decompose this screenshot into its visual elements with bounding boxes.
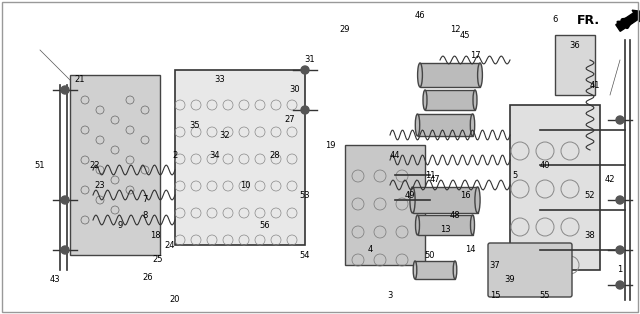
Circle shape [616,196,624,204]
Text: 3: 3 [387,290,393,300]
Circle shape [616,281,624,289]
Text: 23: 23 [95,181,106,190]
Text: 2: 2 [172,150,178,160]
Circle shape [61,246,69,254]
Text: 24: 24 [164,241,175,250]
Text: 21: 21 [75,75,85,84]
Text: 54: 54 [300,251,310,259]
Text: 1: 1 [618,266,623,274]
Bar [417,215,472,235]
FancyBboxPatch shape [488,243,572,297]
Text: 14: 14 [465,246,476,255]
Text: 41: 41 [589,80,600,89]
Text: 19: 19 [324,140,335,149]
Text: 40: 40 [540,160,550,170]
Circle shape [301,106,309,114]
Text: 31: 31 [305,56,316,64]
Text: 6: 6 [552,15,557,24]
Text: 26: 26 [143,273,154,283]
Circle shape [616,116,624,124]
Text: 37: 37 [490,261,500,269]
Text: 51: 51 [35,160,45,170]
Ellipse shape [417,63,422,87]
Text: 9: 9 [117,220,123,230]
Text: 18: 18 [150,230,160,240]
Bar [345,145,425,265]
Text: 8: 8 [142,210,148,219]
Circle shape [301,66,309,74]
Text: 48: 48 [450,210,460,219]
Text: 39: 39 [505,275,515,284]
Bar [420,63,480,87]
Text: 35: 35 [189,121,200,129]
Ellipse shape [413,261,417,279]
Text: 16: 16 [460,191,470,199]
Text: 46: 46 [415,10,426,19]
Text: FR.: FR. [577,14,600,26]
Ellipse shape [477,63,483,87]
Bar [70,75,160,255]
Text: 56: 56 [260,220,270,230]
Ellipse shape [470,114,475,136]
Bar [417,114,472,136]
Text: 13: 13 [440,225,451,235]
Ellipse shape [473,90,477,110]
Bar [413,187,477,213]
Bar [555,35,595,95]
Text: 34: 34 [210,150,220,160]
Text: 30: 30 [290,85,300,95]
Bar [175,70,305,245]
Circle shape [61,196,69,204]
Text: 17: 17 [470,51,480,59]
Text: 49: 49 [404,191,415,199]
Text: 10: 10 [240,181,250,190]
Circle shape [616,246,624,254]
Text: 52: 52 [585,191,595,199]
Text: 55: 55 [540,290,550,300]
Text: 12: 12 [450,25,460,35]
Bar [510,105,600,270]
Ellipse shape [475,187,480,213]
Text: 42: 42 [605,176,615,185]
Ellipse shape [453,261,457,279]
Text: 32: 32 [220,131,230,139]
Text: 50: 50 [425,251,435,259]
Text: 38: 38 [584,230,595,240]
Text: 4: 4 [367,246,372,255]
Text: 53: 53 [300,191,310,199]
Text: 44: 44 [390,150,400,160]
Text: 5: 5 [513,171,518,180]
Bar [415,261,455,279]
Ellipse shape [415,114,420,136]
Text: 29: 29 [340,25,350,35]
Text: 11: 11 [425,171,435,180]
Text: 25: 25 [153,256,163,264]
Text: 28: 28 [269,150,280,160]
Ellipse shape [423,90,427,110]
Text: 20: 20 [170,295,180,305]
Circle shape [61,86,69,94]
Text: 47: 47 [429,176,440,185]
Text: 33: 33 [214,75,225,84]
Text: 36: 36 [570,41,580,50]
Bar [425,90,475,110]
Text: 27: 27 [285,116,295,124]
Text: 15: 15 [490,290,500,300]
Text: 22: 22 [90,160,100,170]
Text: 45: 45 [460,30,470,40]
FancyArrow shape [616,10,640,31]
Ellipse shape [415,215,419,235]
Text: 43: 43 [50,275,60,284]
Text: 7: 7 [142,196,148,204]
Ellipse shape [470,215,474,235]
Ellipse shape [410,187,415,213]
